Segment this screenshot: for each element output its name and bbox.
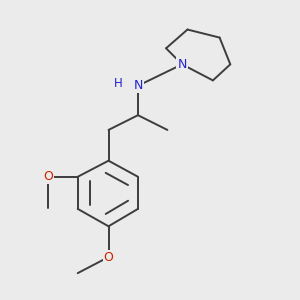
Text: N: N [177, 58, 187, 71]
Text: N: N [133, 79, 142, 92]
Text: H: H [113, 76, 122, 90]
Text: O: O [103, 250, 113, 264]
Text: O: O [43, 170, 53, 183]
